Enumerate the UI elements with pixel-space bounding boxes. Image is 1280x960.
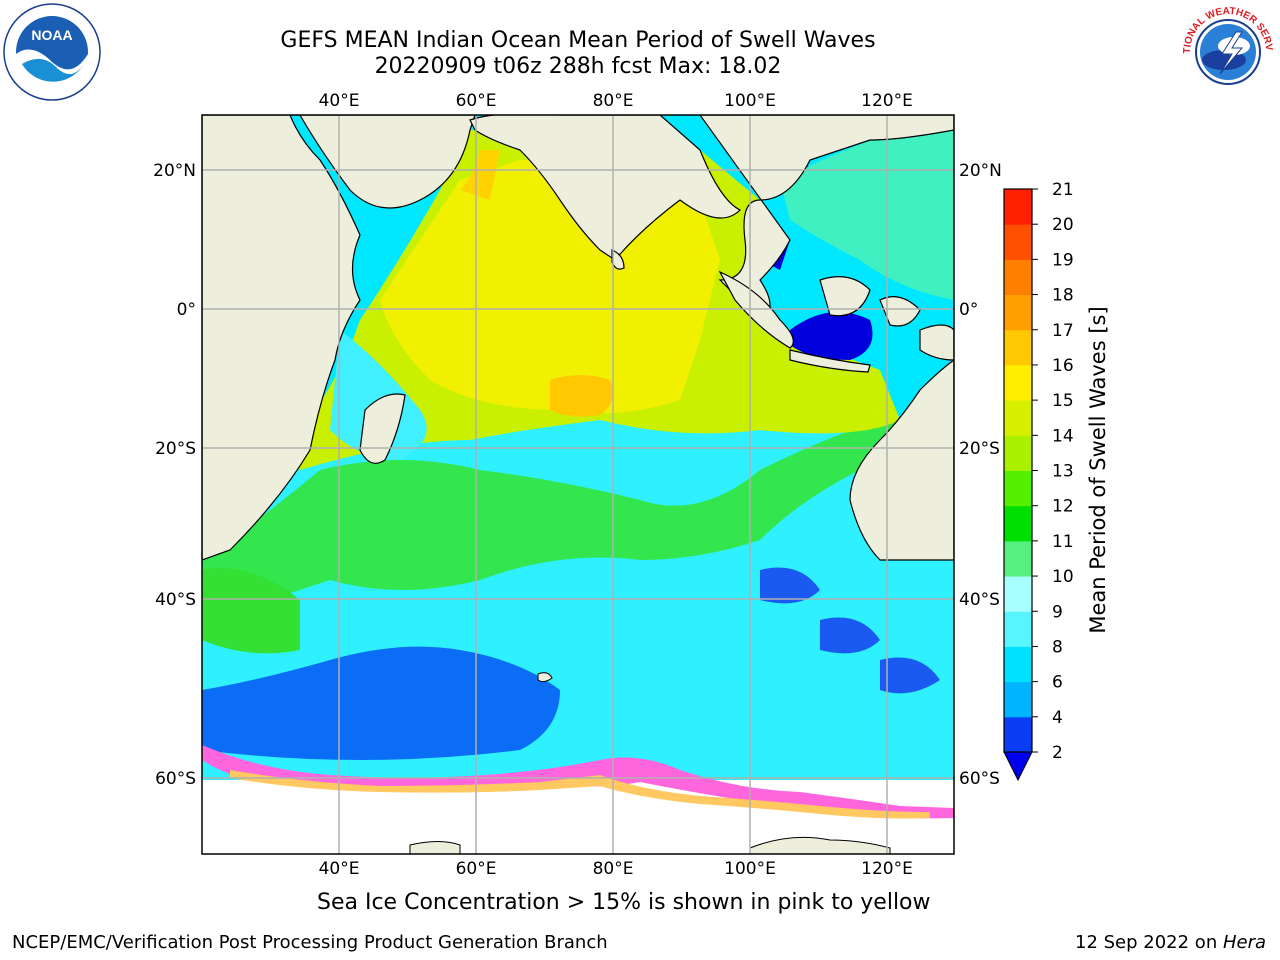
lon-label-top-100e: 100°E bbox=[724, 91, 776, 111]
colorbar-segment bbox=[1004, 716, 1032, 753]
land-australia bbox=[849, 359, 954, 561]
blue-swell-patch-1 bbox=[760, 567, 820, 604]
colorbar-tick-label: 12 bbox=[1052, 497, 1074, 517]
colorbar-label: Mean Period of Swell Waves [s] bbox=[1086, 306, 1110, 633]
blue-swell-patch-2 bbox=[820, 617, 880, 654]
colorbar-tick-label: 10 bbox=[1052, 567, 1074, 587]
lat-label-left-20s: 20°S bbox=[155, 439, 196, 459]
colorbar-tick-label: 9 bbox=[1052, 602, 1063, 622]
land-new-guinea bbox=[919, 324, 954, 361]
footer-date: 12 Sep 2022 on Hera bbox=[1075, 932, 1266, 953]
lon-label-top-80e: 80°E bbox=[593, 91, 634, 111]
land-sumatra bbox=[718, 270, 794, 349]
noaa-logo-icon: NOAA bbox=[3, 3, 101, 101]
colorbar-tick-label: 15 bbox=[1052, 391, 1074, 411]
colorbar-tick-label: 8 bbox=[1052, 637, 1063, 657]
colorbar-tick-label: 11 bbox=[1052, 532, 1074, 552]
colorbar-tick-label: 17 bbox=[1052, 321, 1074, 341]
chart-subtitle: 20220909 t06z 288h fcst Max: 18.02 bbox=[374, 54, 782, 79]
colorbar-extend-arrow bbox=[1003, 751, 1033, 782]
lat-label-left-0: 0° bbox=[177, 300, 196, 320]
lat-label-right-20n: 20°N bbox=[959, 161, 1002, 181]
footer-date-text: 12 Sep 2022 on bbox=[1075, 932, 1223, 953]
colorbar-segment bbox=[1004, 364, 1032, 401]
colorbar-segment bbox=[1004, 435, 1032, 471]
lon-label-top-60e: 60°E bbox=[456, 91, 497, 111]
colorbar-segment bbox=[1004, 470, 1032, 507]
blue-swell-region-southwest bbox=[202, 646, 560, 760]
colorbar-segment bbox=[1004, 505, 1032, 542]
lon-label-bottom-40e: 40°E bbox=[319, 859, 360, 879]
footer-host: Hera bbox=[1222, 932, 1266, 953]
colorbar-segment bbox=[1004, 540, 1032, 577]
colorbar-tick-label: 16 bbox=[1052, 356, 1074, 376]
sea-ice-caption: Sea Ice Concentration > 15% is shown in … bbox=[317, 890, 931, 915]
green-swell-patch-southwest bbox=[202, 568, 300, 654]
colorbar: 2 4 6 8 9 10 11 12 13 14 15 16 17 18 19 20 21 bbox=[1003, 180, 1074, 782]
colorbar-tick-label: 21 bbox=[1052, 180, 1074, 200]
colorbar-tick-label: 6 bbox=[1052, 673, 1063, 693]
colorbar-segment bbox=[1004, 646, 1032, 683]
land-java bbox=[789, 349, 871, 373]
colorbar-tick-label: 18 bbox=[1052, 286, 1074, 306]
colorbar-segment bbox=[1004, 400, 1032, 436]
colorbar-segment bbox=[1004, 189, 1032, 225]
colorbar-segment bbox=[1004, 329, 1032, 366]
land-madagascar bbox=[359, 393, 406, 464]
colorbar-segment bbox=[1004, 611, 1032, 647]
land-southeast-asia bbox=[699, 115, 954, 321]
lat-label-right-60s: 60°S bbox=[959, 769, 1000, 789]
land-sulawesi bbox=[879, 296, 921, 327]
blue-swell-patch-3 bbox=[880, 657, 940, 694]
land-antarctica-west bbox=[409, 841, 461, 854]
colorbar-tick-label: 19 bbox=[1052, 250, 1074, 270]
land-antarctica-east bbox=[749, 836, 891, 854]
green-swell-band bbox=[202, 410, 954, 620]
blue-java-sea bbox=[790, 312, 873, 360]
orange-swell-patch-arabian bbox=[460, 150, 500, 200]
lat-label-left-20n: 20°N bbox=[153, 161, 196, 181]
grid-lines bbox=[202, 115, 954, 854]
map-frame bbox=[201, 114, 955, 855]
lat-label-right-40s: 40°S bbox=[959, 590, 1000, 610]
land-india bbox=[469, 115, 742, 261]
colorbar-tick-label: 4 bbox=[1052, 708, 1063, 728]
lon-label-bottom-120e: 120°E bbox=[861, 859, 913, 879]
colorbar-tick-label: 2 bbox=[1052, 743, 1063, 763]
land-kerguelen bbox=[537, 672, 553, 683]
colorbar-segment bbox=[1004, 259, 1032, 296]
lon-label-top-120e: 120°E bbox=[861, 91, 913, 111]
lon-label-top-40e: 40°E bbox=[319, 91, 360, 111]
colorbar-segment bbox=[1004, 681, 1032, 718]
colorbar-tick-label: 14 bbox=[1052, 426, 1074, 446]
colorbar-tick-label: 13 bbox=[1052, 462, 1074, 482]
land-borneo bbox=[819, 276, 871, 317]
lat-label-right-20s: 20°S bbox=[959, 439, 1000, 459]
lon-label-bottom-100e: 100°E bbox=[724, 859, 776, 879]
colorbar-segment bbox=[1004, 224, 1032, 260]
lon-label-bottom-60e: 60°E bbox=[456, 859, 497, 879]
lat-label-left-60s: 60°S bbox=[155, 769, 196, 789]
footer-credit: NCEP/EMC/Verification Post Processing Pr… bbox=[12, 932, 608, 953]
nws-logo-icon: NATIONAL WEATHER SERVICE bbox=[1178, 2, 1276, 100]
cyan-coastal-band bbox=[330, 330, 427, 460]
lat-label-right-0: 0° bbox=[959, 300, 978, 320]
map-panel bbox=[202, 115, 954, 854]
colorbar-segment bbox=[1004, 294, 1032, 331]
colorbar-segment bbox=[1004, 576, 1032, 612]
lat-label-left-40s: 40°S bbox=[155, 590, 196, 610]
chart-title: GEFS MEAN Indian Ocean Mean Period of Sw… bbox=[280, 28, 876, 53]
lon-label-bottom-80e: 80°E bbox=[593, 859, 634, 879]
svg-text:NOAA: NOAA bbox=[31, 27, 72, 43]
cyan-pacific-region bbox=[780, 115, 954, 300]
orange-swell-patch bbox=[550, 375, 614, 417]
sea-ice-fringe-yellow bbox=[230, 770, 930, 819]
colorbar-tick-label: 20 bbox=[1052, 215, 1074, 235]
